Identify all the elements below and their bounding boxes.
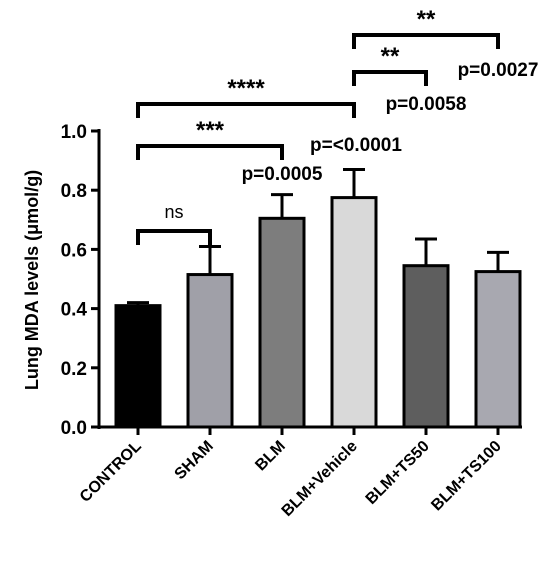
bar [474,270,522,429]
p-value-label: p=0.0058 [386,94,467,115]
significance-stars: ** [381,43,400,70]
y-axis-label: Lung MDA levels (μmol/g) [22,170,42,390]
y-tick-label: 0.4 [61,300,88,321]
significance-stars: **** [227,75,265,102]
bar [330,196,378,429]
significance-stars: *** [196,117,225,144]
y-tick-label: 0.8 [61,181,87,202]
bar [114,304,162,429]
y-tick-label: 0.0 [61,418,87,439]
y-tick-label: 0.2 [61,359,87,380]
p-value-label: p=0.0027 [458,60,539,81]
significance-bracket [352,70,428,86]
x-tick-label: BLM [252,438,289,475]
p-value-label: p=<0.0001 [310,135,402,156]
y-axis: 0.0 0.2 0.4 0.6 0.8 1.0 [61,122,101,439]
significance-stars: ns [164,202,183,222]
significance-bracket [136,144,284,160]
x-tick-label: SHAM [171,438,216,483]
y-tick-label: 1.0 [61,122,87,143]
bar [258,216,306,429]
bar [402,264,450,429]
y-tick-label: 0.6 [61,240,87,261]
significance-brackets: ns *** p=0.0005 **** p=<0.0001 ** p=0.0058 ** p=… [136,6,539,245]
x-tick-label: CONTROL [77,438,145,506]
bar [186,273,234,429]
x-tick-label: BLM+TS100 [428,438,505,515]
significance-bracket [136,102,356,118]
significance-bracket [352,33,500,49]
significance-bracket [136,229,212,245]
x-tick-label: BLM+Vehicle [279,438,361,520]
significance-stars: ** [417,6,436,33]
x-tick-label: BLM+TS50 [363,438,433,508]
p-value-label: p=0.0005 [242,164,323,185]
